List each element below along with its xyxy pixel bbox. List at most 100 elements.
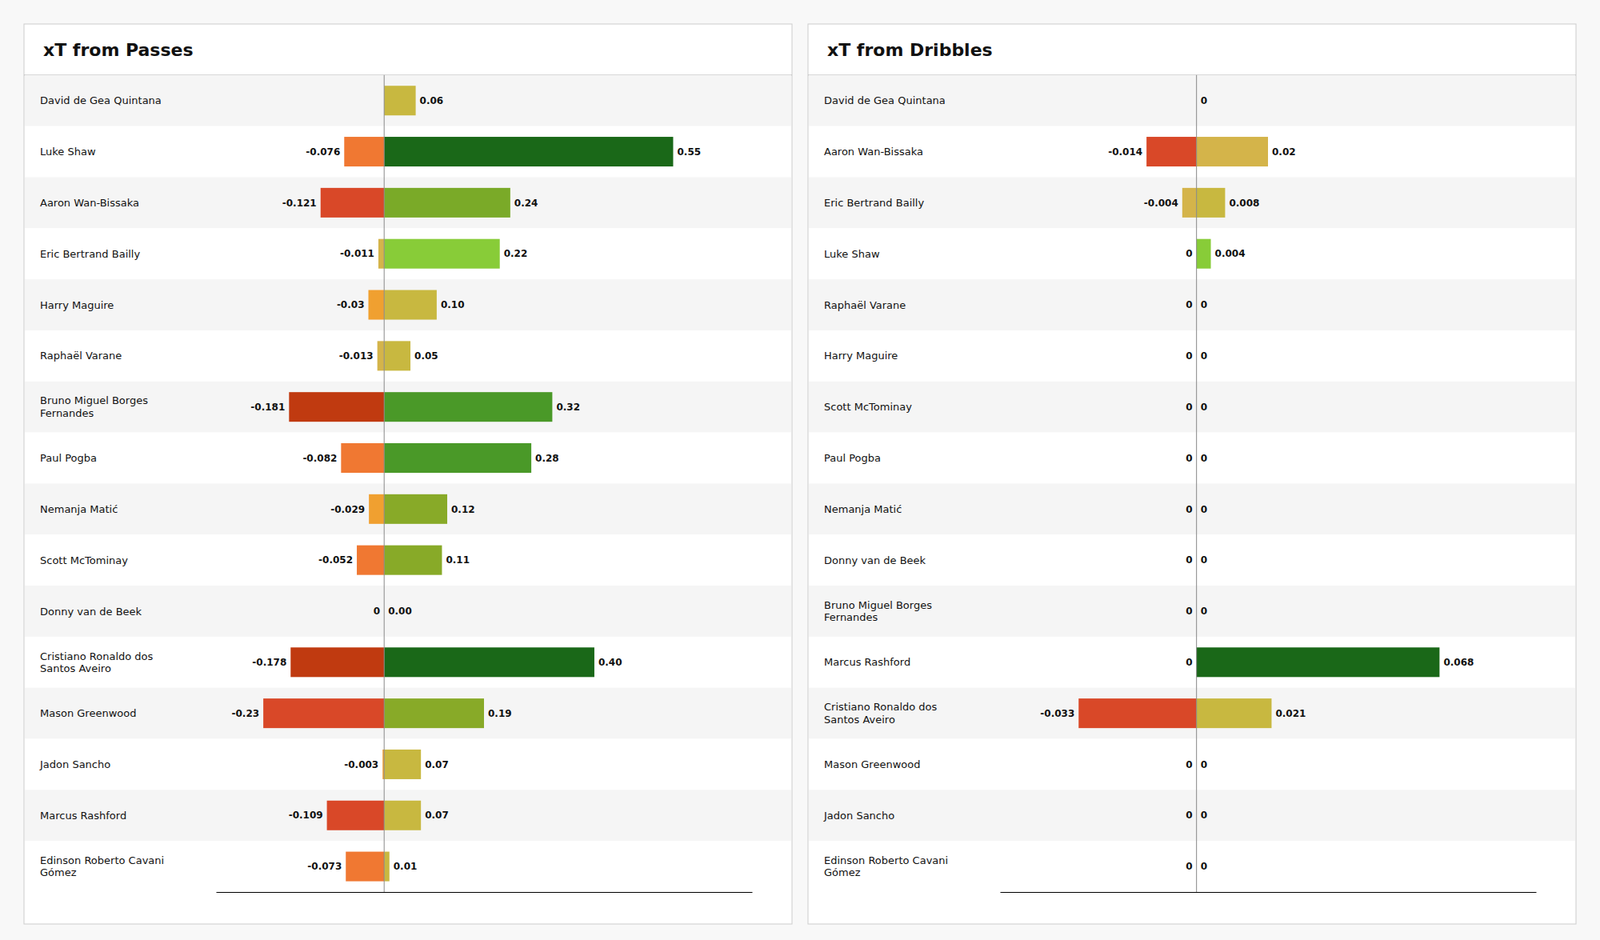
category-label-line: Jadon Sancho [823, 809, 895, 822]
data-label: 0.068 [1443, 656, 1474, 668]
data-label: 0 [373, 605, 380, 617]
row-background [808, 789, 1576, 841]
data-label: 0.00 [388, 605, 412, 617]
category-label: Edinson Roberto CavaniGómez [40, 854, 164, 880]
data-label: -0.029 [330, 504, 365, 516]
row-background [808, 432, 1576, 484]
category-label-line: Fernandes [824, 611, 879, 624]
category-label-line: Bruno Miguel Borges [40, 394, 148, 407]
data-label: -0.03 [336, 299, 365, 311]
data-label: 0.40 [598, 656, 623, 668]
row-backgrounds [808, 75, 1576, 892]
row-background [808, 636, 1576, 688]
bar [384, 188, 511, 218]
row-background [808, 688, 1576, 740]
row-background [24, 636, 792, 688]
row-background [24, 789, 792, 841]
category-label: Raphaël Varane [824, 299, 906, 312]
category-label-line: Mason Greenwood [824, 758, 920, 771]
bar-series [263, 136, 384, 882]
bars [263, 85, 673, 881]
row-background [808, 228, 1576, 280]
category-label: Paul Pogba [824, 452, 881, 464]
category-label: Jadon Sancho [39, 758, 111, 771]
category-label-line: Paul Pogba [40, 452, 97, 464]
category-label-line: Cristiano Ronaldo dos [40, 650, 154, 663]
axis-line [1000, 892, 1537, 893]
category-label: Bruno Miguel BorgesFernandes [40, 394, 148, 420]
category-label: Donny van de Beek [824, 554, 927, 567]
data-label: -0.181 [250, 401, 285, 413]
bar [384, 85, 416, 116]
category-label-line: Raphaël Varane [824, 299, 906, 312]
data-label: 0.24 [514, 197, 539, 209]
category-label-line: Luke Shaw [40, 145, 96, 158]
category-label-line: Scott McTominay [40, 554, 128, 567]
category-label-line: Cristiano Ronaldo dos [824, 700, 938, 713]
data-labels: -0.076-0.121-0.011-0.03-0.013-0.181-0.08… [232, 95, 702, 872]
data-label: 0.28 [535, 452, 560, 464]
bar [320, 188, 384, 218]
row-background [24, 381, 792, 433]
category-label-line: Nemanja Matić [824, 503, 902, 516]
bar [1078, 698, 1196, 728]
data-label: 0.01 [393, 860, 418, 872]
data-label: -0.011 [340, 248, 375, 260]
category-label: Harry Maguire [40, 299, 114, 312]
data-label: -0.076 [305, 146, 340, 158]
data-labels: -0.014-0.004000000000-0.03300000.020.008… [1040, 95, 1474, 872]
row-background [24, 840, 792, 892]
category-label-line: Paul Pogba [824, 452, 881, 464]
row-background [808, 840, 1576, 892]
category-labels: David de Gea Quintana Aaron Wan-Bissaka Er… [823, 94, 948, 879]
bar [384, 340, 411, 371]
panel: xT from DribblesDavid de Gea QuintanaAar… [808, 24, 1576, 924]
row-background [24, 585, 792, 637]
category-label: Nemanja Matić [824, 503, 902, 516]
bar [1182, 188, 1197, 218]
category-label-line: Aaron Wan-Bissaka [824, 145, 924, 158]
row-background [24, 126, 792, 178]
data-label: -0.23 [232, 708, 260, 720]
data-label: 0.10 [440, 299, 465, 311]
category-label-line: Marcus Rashford [40, 809, 127, 822]
zero-line [384, 75, 385, 892]
category-label-line: Edinson Roberto Cavani [824, 854, 948, 867]
data-label: 0 [1185, 759, 1192, 771]
data-label: -0.003 [344, 759, 379, 771]
data-label: 0 [1200, 809, 1208, 821]
axis-line [216, 892, 753, 893]
data-label: 0 [1200, 95, 1208, 107]
bar [384, 392, 552, 422]
data-label: 0 [1185, 860, 1192, 872]
bar [377, 340, 385, 371]
category-label-line: Donny van de Beek [824, 554, 927, 567]
data-label: 0 [1185, 504, 1192, 516]
bar [368, 494, 384, 524]
bar [384, 136, 673, 167]
category-label: Eric Bertrand Bailly [824, 196, 924, 209]
category-label-line: Nemanja Matić [40, 503, 118, 516]
panel-background [808, 24, 1576, 924]
category-label: Harry Maguire [824, 349, 898, 362]
data-label: 0 [1185, 554, 1192, 566]
data-label: 0 [1200, 350, 1208, 362]
row-background [24, 432, 792, 484]
bar [288, 392, 384, 422]
bar [384, 443, 532, 473]
category-label-line: David de Gea Quintana [824, 94, 946, 107]
category-label-line: Marcus Rashford [824, 656, 911, 668]
category-label-line: Fernandes [40, 407, 95, 420]
category-label: Luke Shaw [824, 248, 880, 260]
row-background [808, 739, 1576, 791]
bar [384, 239, 500, 269]
data-label: 0.55 [676, 146, 701, 158]
category-label: Raphaël Varane [40, 349, 122, 362]
panel: xT from PassesDavid de Gea QuintanaLuke … [24, 24, 792, 924]
category-label: Cristiano Ronaldo dosSantos Aveiro [824, 700, 938, 726]
data-label: -0.073 [307, 860, 342, 872]
data-label: -0.004 [1144, 197, 1179, 209]
data-label: 0.004 [1215, 248, 1246, 260]
data-label: 0 [1200, 401, 1208, 413]
bar [384, 494, 448, 524]
